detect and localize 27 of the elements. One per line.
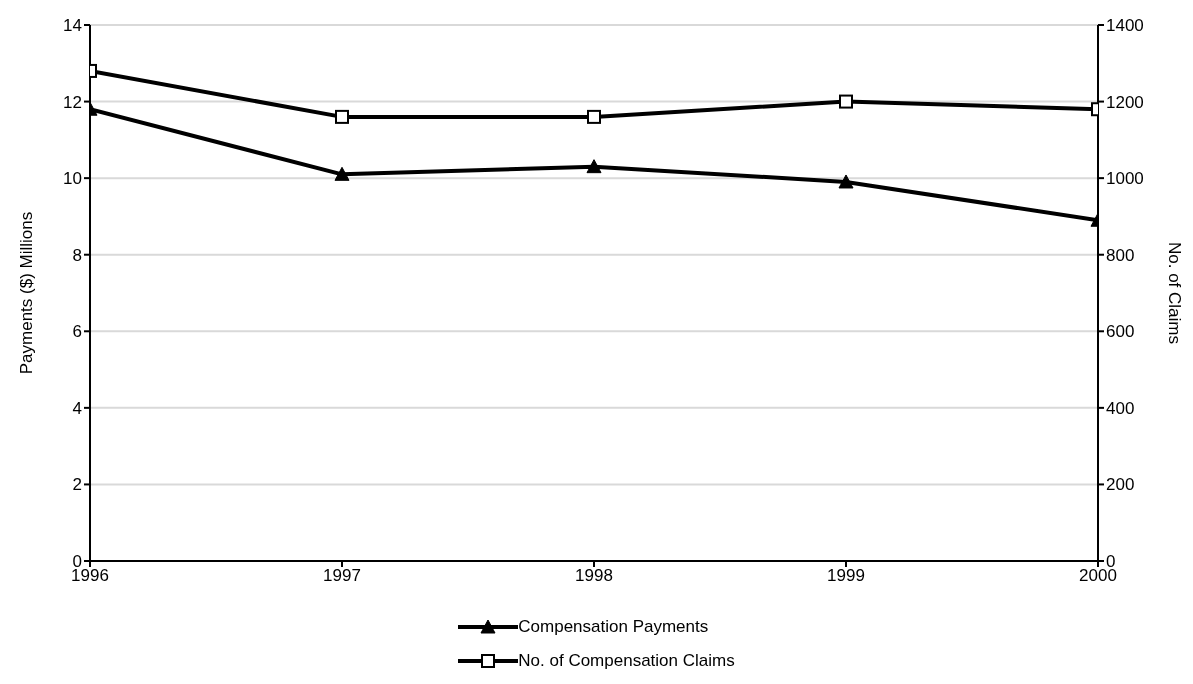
x-tick-label: 1999 <box>827 566 865 586</box>
legend-label: No. of Compensation Claims <box>518 651 735 671</box>
y2-tick-label: 1000 <box>1106 169 1144 189</box>
point <box>586 159 602 174</box>
y-tick-label: 10 <box>63 169 82 189</box>
y2-tick-label: 800 <box>1106 245 1135 265</box>
y2-tick-label: 1200 <box>1106 92 1144 112</box>
point <box>587 109 601 124</box>
y-tick-label: 8 <box>72 245 82 265</box>
y-tick-label: 12 <box>63 92 82 112</box>
y-tick-label: 14 <box>63 16 82 36</box>
y2-tick-label: 200 <box>1106 475 1135 495</box>
y-tick-label: 4 <box>72 398 82 418</box>
point <box>335 109 349 124</box>
y2-tick-label: 600 <box>1106 322 1135 342</box>
point <box>334 166 350 181</box>
point <box>838 174 854 189</box>
y-tick-label: 2 <box>72 475 82 495</box>
y2-tick-label: 1400 <box>1106 16 1144 36</box>
legend-label: Compensation Payments <box>518 617 709 637</box>
x-tick-label: 1997 <box>323 566 361 586</box>
y-tick-label: 6 <box>72 322 82 342</box>
y2-tick-label: 400 <box>1106 398 1135 418</box>
y2-axis-title: No. of Claims <box>1164 241 1184 345</box>
point <box>839 94 853 109</box>
x-tick-label: 1998 <box>575 566 613 586</box>
y-axis-title: Payments ($) Millions <box>17 211 37 375</box>
